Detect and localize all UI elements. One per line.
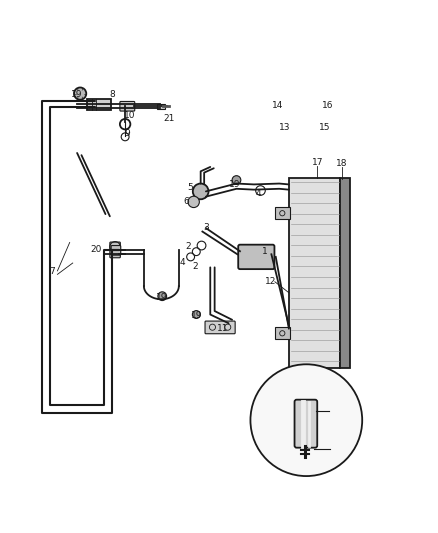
Text: 19: 19 bbox=[71, 90, 83, 99]
Text: 15: 15 bbox=[319, 123, 330, 132]
Circle shape bbox=[74, 87, 86, 100]
Text: 8: 8 bbox=[109, 91, 115, 100]
Text: 2: 2 bbox=[192, 262, 198, 271]
FancyBboxPatch shape bbox=[294, 400, 317, 448]
FancyBboxPatch shape bbox=[111, 246, 121, 255]
Bar bbox=[275, 327, 290, 340]
Circle shape bbox=[158, 292, 166, 301]
Text: 2: 2 bbox=[186, 243, 191, 252]
Circle shape bbox=[251, 364, 362, 476]
Text: 1: 1 bbox=[262, 247, 268, 256]
Bar bbox=[275, 207, 290, 220]
Text: 12: 12 bbox=[265, 277, 276, 286]
Text: 19: 19 bbox=[155, 293, 167, 302]
Text: 4: 4 bbox=[255, 189, 261, 198]
FancyBboxPatch shape bbox=[120, 101, 135, 111]
FancyBboxPatch shape bbox=[205, 321, 235, 334]
Circle shape bbox=[232, 176, 241, 184]
Circle shape bbox=[188, 196, 199, 207]
Text: 9: 9 bbox=[124, 129, 130, 138]
Text: 10: 10 bbox=[124, 111, 135, 120]
FancyBboxPatch shape bbox=[87, 99, 111, 110]
Text: 19: 19 bbox=[191, 311, 202, 320]
Circle shape bbox=[193, 183, 208, 199]
Text: 19: 19 bbox=[229, 180, 240, 189]
Text: 13: 13 bbox=[279, 123, 290, 132]
Text: 18: 18 bbox=[336, 159, 348, 168]
Text: 21: 21 bbox=[163, 115, 174, 124]
Text: 6: 6 bbox=[184, 197, 189, 206]
Text: 16: 16 bbox=[321, 101, 333, 110]
FancyBboxPatch shape bbox=[238, 245, 275, 269]
Text: 14: 14 bbox=[272, 101, 284, 110]
FancyBboxPatch shape bbox=[110, 242, 120, 258]
Bar bbox=[289, 178, 340, 368]
Text: 17: 17 bbox=[311, 158, 323, 167]
Bar bbox=[340, 178, 350, 368]
Circle shape bbox=[192, 311, 200, 318]
Bar bbox=[157, 103, 165, 109]
Text: 5: 5 bbox=[188, 183, 194, 192]
Text: 3: 3 bbox=[203, 223, 209, 232]
Text: 20: 20 bbox=[90, 245, 102, 254]
Text: 11: 11 bbox=[217, 324, 228, 333]
Text: 7: 7 bbox=[49, 267, 55, 276]
Text: 4: 4 bbox=[179, 257, 185, 266]
